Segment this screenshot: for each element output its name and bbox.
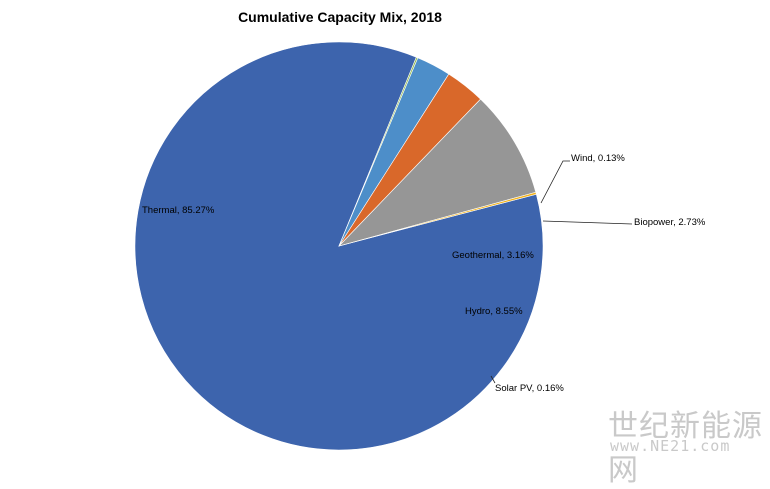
data-label-thermal: Thermal, 85.27% <box>142 205 215 216</box>
data-label-biopower: Biopower, 2.73% <box>634 217 706 228</box>
pie-slices <box>134 41 544 451</box>
data-label-geothermal: Geothermal, 3.16% <box>452 250 534 261</box>
watermark: 世纪新能源网 www.NE21.com <box>598 401 770 488</box>
slice-solar-pv <box>338 191 537 247</box>
pie-chart: Thermal, 85.27% Wind, 0.13% Biopower, 2.73… <box>134 41 706 451</box>
data-label-hydro: Hydro, 8.55% <box>465 306 523 317</box>
slice-hydro <box>338 98 537 247</box>
leader-line-biopower <box>542 220 633 225</box>
data-label-solar-pv: Solar PV, 0.16% <box>495 383 564 394</box>
leader-line-wind <box>540 160 570 204</box>
chart-title: Cumulative Capacity Mix, 2018 <box>238 9 442 25</box>
watermark-url: www.NE21.com <box>610 437 731 455</box>
data-label-wind: Wind, 0.13% <box>571 153 625 164</box>
leader-line-solar-pv <box>490 375 496 384</box>
leader-lines <box>490 160 633 384</box>
slice-labels: Thermal, 85.27% Wind, 0.13% Biopower, 2.73… <box>142 153 706 394</box>
